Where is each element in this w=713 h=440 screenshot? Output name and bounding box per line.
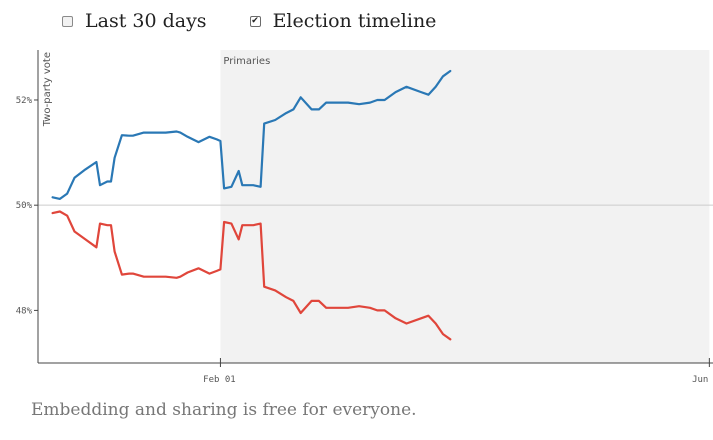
last-30-days-checkbox[interactable] [62,15,73,27]
primaries-region [220,50,710,363]
election-timeline-checkbox[interactable]: ✔ [249,15,261,27]
poll-chart: Primaries 48% 50% 52% Feb 01 Jun 14 Two-party … [16,50,713,385]
dem-series-line [51,69,452,200]
checkmark-icon: ✔ [251,15,259,26]
y-axis-label: Two-party vote [42,52,53,127]
chart-controls: Last 30 days ✔ Election timeline [62,7,479,35]
y-tick-label: 52% [16,96,33,106]
last-30-days-label: Last 30 days [85,10,207,32]
election-timeline-label: Election timeline [272,10,437,32]
y-tick-label: 48% [16,306,33,316]
y-tick-label: 50% [16,201,33,211]
primaries-label: Primaries [223,56,270,67]
x-tick-label: Feb 01 [203,375,236,385]
election-timeline-toggle[interactable]: ✔ Election timeline [249,10,437,32]
x-tick-label: Jun 14 [692,375,713,385]
embed-note: Embedding and sharing is free for everyo… [31,400,417,420]
rep-series-line [51,210,452,341]
last-30-days-toggle[interactable]: Last 30 days [62,10,207,32]
